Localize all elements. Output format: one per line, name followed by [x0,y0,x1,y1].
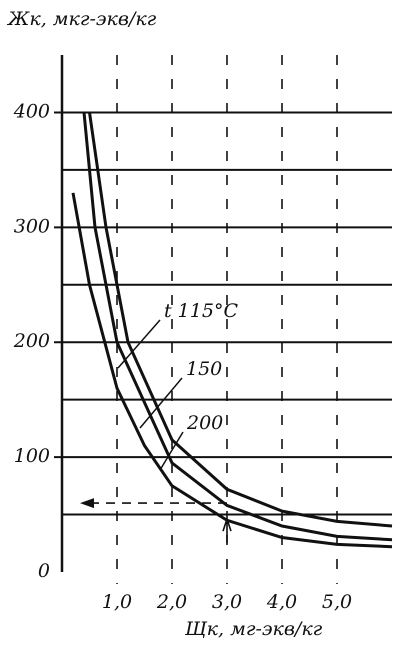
y-tick-label: 100 [14,445,50,467]
reference-arrowhead [80,498,94,509]
curve [71,192,393,549]
y-tick-label: 300 [14,215,50,237]
leader-line [159,431,184,471]
y-tick-label: 400 [13,100,50,122]
x-tick-label: 4,0 [266,591,297,613]
x-tick-label: 3,0 [212,591,242,613]
x-tick-label: 5,0 [322,591,352,613]
curve [82,112,393,542]
x-axis-label: Щк, мг-экв/кг [184,618,323,640]
y-tick-label: 200 [13,330,50,352]
series-label: t 115°C [164,300,238,322]
curve [88,112,393,528]
series-label: 200 [186,412,223,434]
leader-line [139,377,183,429]
series-label: 150 [186,358,222,380]
x-tick-label: 2,0 [156,591,187,613]
x-tick-label: 1,0 [102,591,132,613]
y-axis-label: Жк, мкг-экв/кг [6,8,157,30]
y-tick-label: 0 [38,560,50,582]
